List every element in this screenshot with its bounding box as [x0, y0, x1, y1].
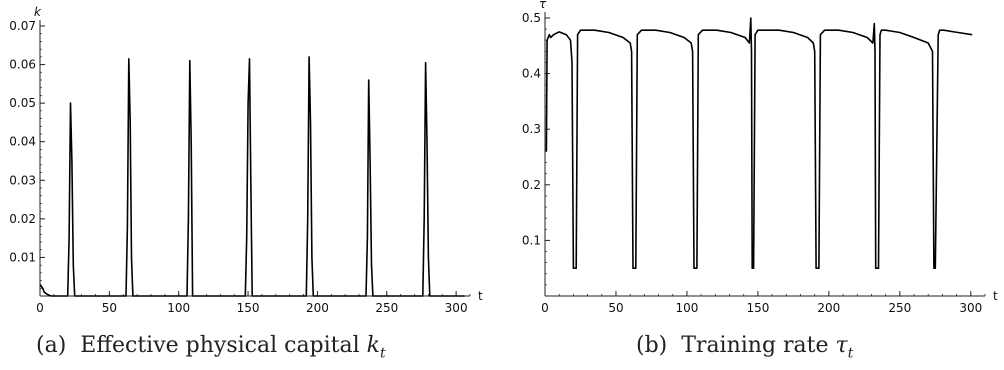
- chart-a-x-axis-label: t: [478, 289, 483, 303]
- chart-a-x-tick-label: 100: [167, 301, 190, 315]
- chart-a-y-tick-label: 0.07: [9, 19, 36, 33]
- caption-a-label: (a): [36, 333, 67, 358]
- chart-a-x-tick-label: 50: [102, 301, 117, 315]
- chart-a-x-tick-label: 300: [445, 301, 468, 315]
- chart-b-y-tick-label: 0.1: [522, 233, 541, 247]
- chart-b-x-tick-label: 0: [541, 301, 549, 315]
- caption-a-text: Effective physical capital: [80, 333, 360, 358]
- chart-a-x-tick-label: 200: [306, 301, 329, 315]
- chart-a-y-tick-label: 0.02: [9, 212, 36, 226]
- chart-a-x-tick-label: 0: [36, 301, 44, 315]
- caption-a-symbol: k: [366, 333, 381, 358]
- chart-b-y-tick-label: 0.2: [522, 178, 541, 192]
- caption-b-symbol: τ: [835, 333, 848, 358]
- chart-b-x-tick-label: 50: [608, 301, 623, 315]
- chart-b-series-line: [545, 17, 973, 270]
- chart-b-training-rate: 0 50 100 150 200 250 300 0.1 0.2 0.3 0.4 0.5 t τ: [522, 0, 998, 315]
- chart-a-series-line: [39, 56, 465, 297]
- chart-a-y-tick-label: 0.05: [9, 96, 36, 110]
- caption-a-subscript: t: [380, 345, 386, 362]
- chart-b-y-tick-label: 0.4: [522, 67, 541, 81]
- caption-b-label: (b): [636, 333, 668, 358]
- chart-b-y-tick-label: 0.3: [522, 122, 541, 136]
- chart-a-y-axis-label: k: [34, 5, 42, 19]
- chart-b-x-axis-label: t: [993, 289, 998, 303]
- chart-a-y-tick-label: 0.03: [9, 173, 36, 187]
- caption-b-subscript: t: [847, 345, 854, 362]
- caption-a: (a) Effective physical capital kt: [36, 333, 386, 361]
- chart-a-x-tick-label: 150: [237, 301, 260, 315]
- chart-b-x-tick-label: 150: [746, 301, 769, 315]
- chart-b-y-tick-label: 0.5: [522, 11, 541, 25]
- chart-a-y-tick-label: 0.01: [9, 250, 36, 264]
- chart-b-x-tick-label: 100: [675, 301, 698, 315]
- caption-b: (b) Training rate τt: [636, 333, 853, 361]
- chart-a-x-tick-label: 250: [375, 301, 398, 315]
- chart-b-x-tick-label: 200: [817, 301, 840, 315]
- chart-a-y-tick-label: 0.04: [9, 135, 36, 149]
- chart-a-y-tick-label: 0.06: [9, 58, 36, 72]
- chart-a-capital: 0 50 100 150 200 250 300 0.01 0.02 0.03 0.04 0.05 0.…: [9, 5, 483, 315]
- chart-b-x-tick-label: 300: [959, 301, 982, 315]
- caption-b-text: Training rate: [681, 333, 829, 358]
- chart-b-y-axis-label: τ: [539, 0, 547, 11]
- chart-b-x-tick-label: 250: [888, 301, 911, 315]
